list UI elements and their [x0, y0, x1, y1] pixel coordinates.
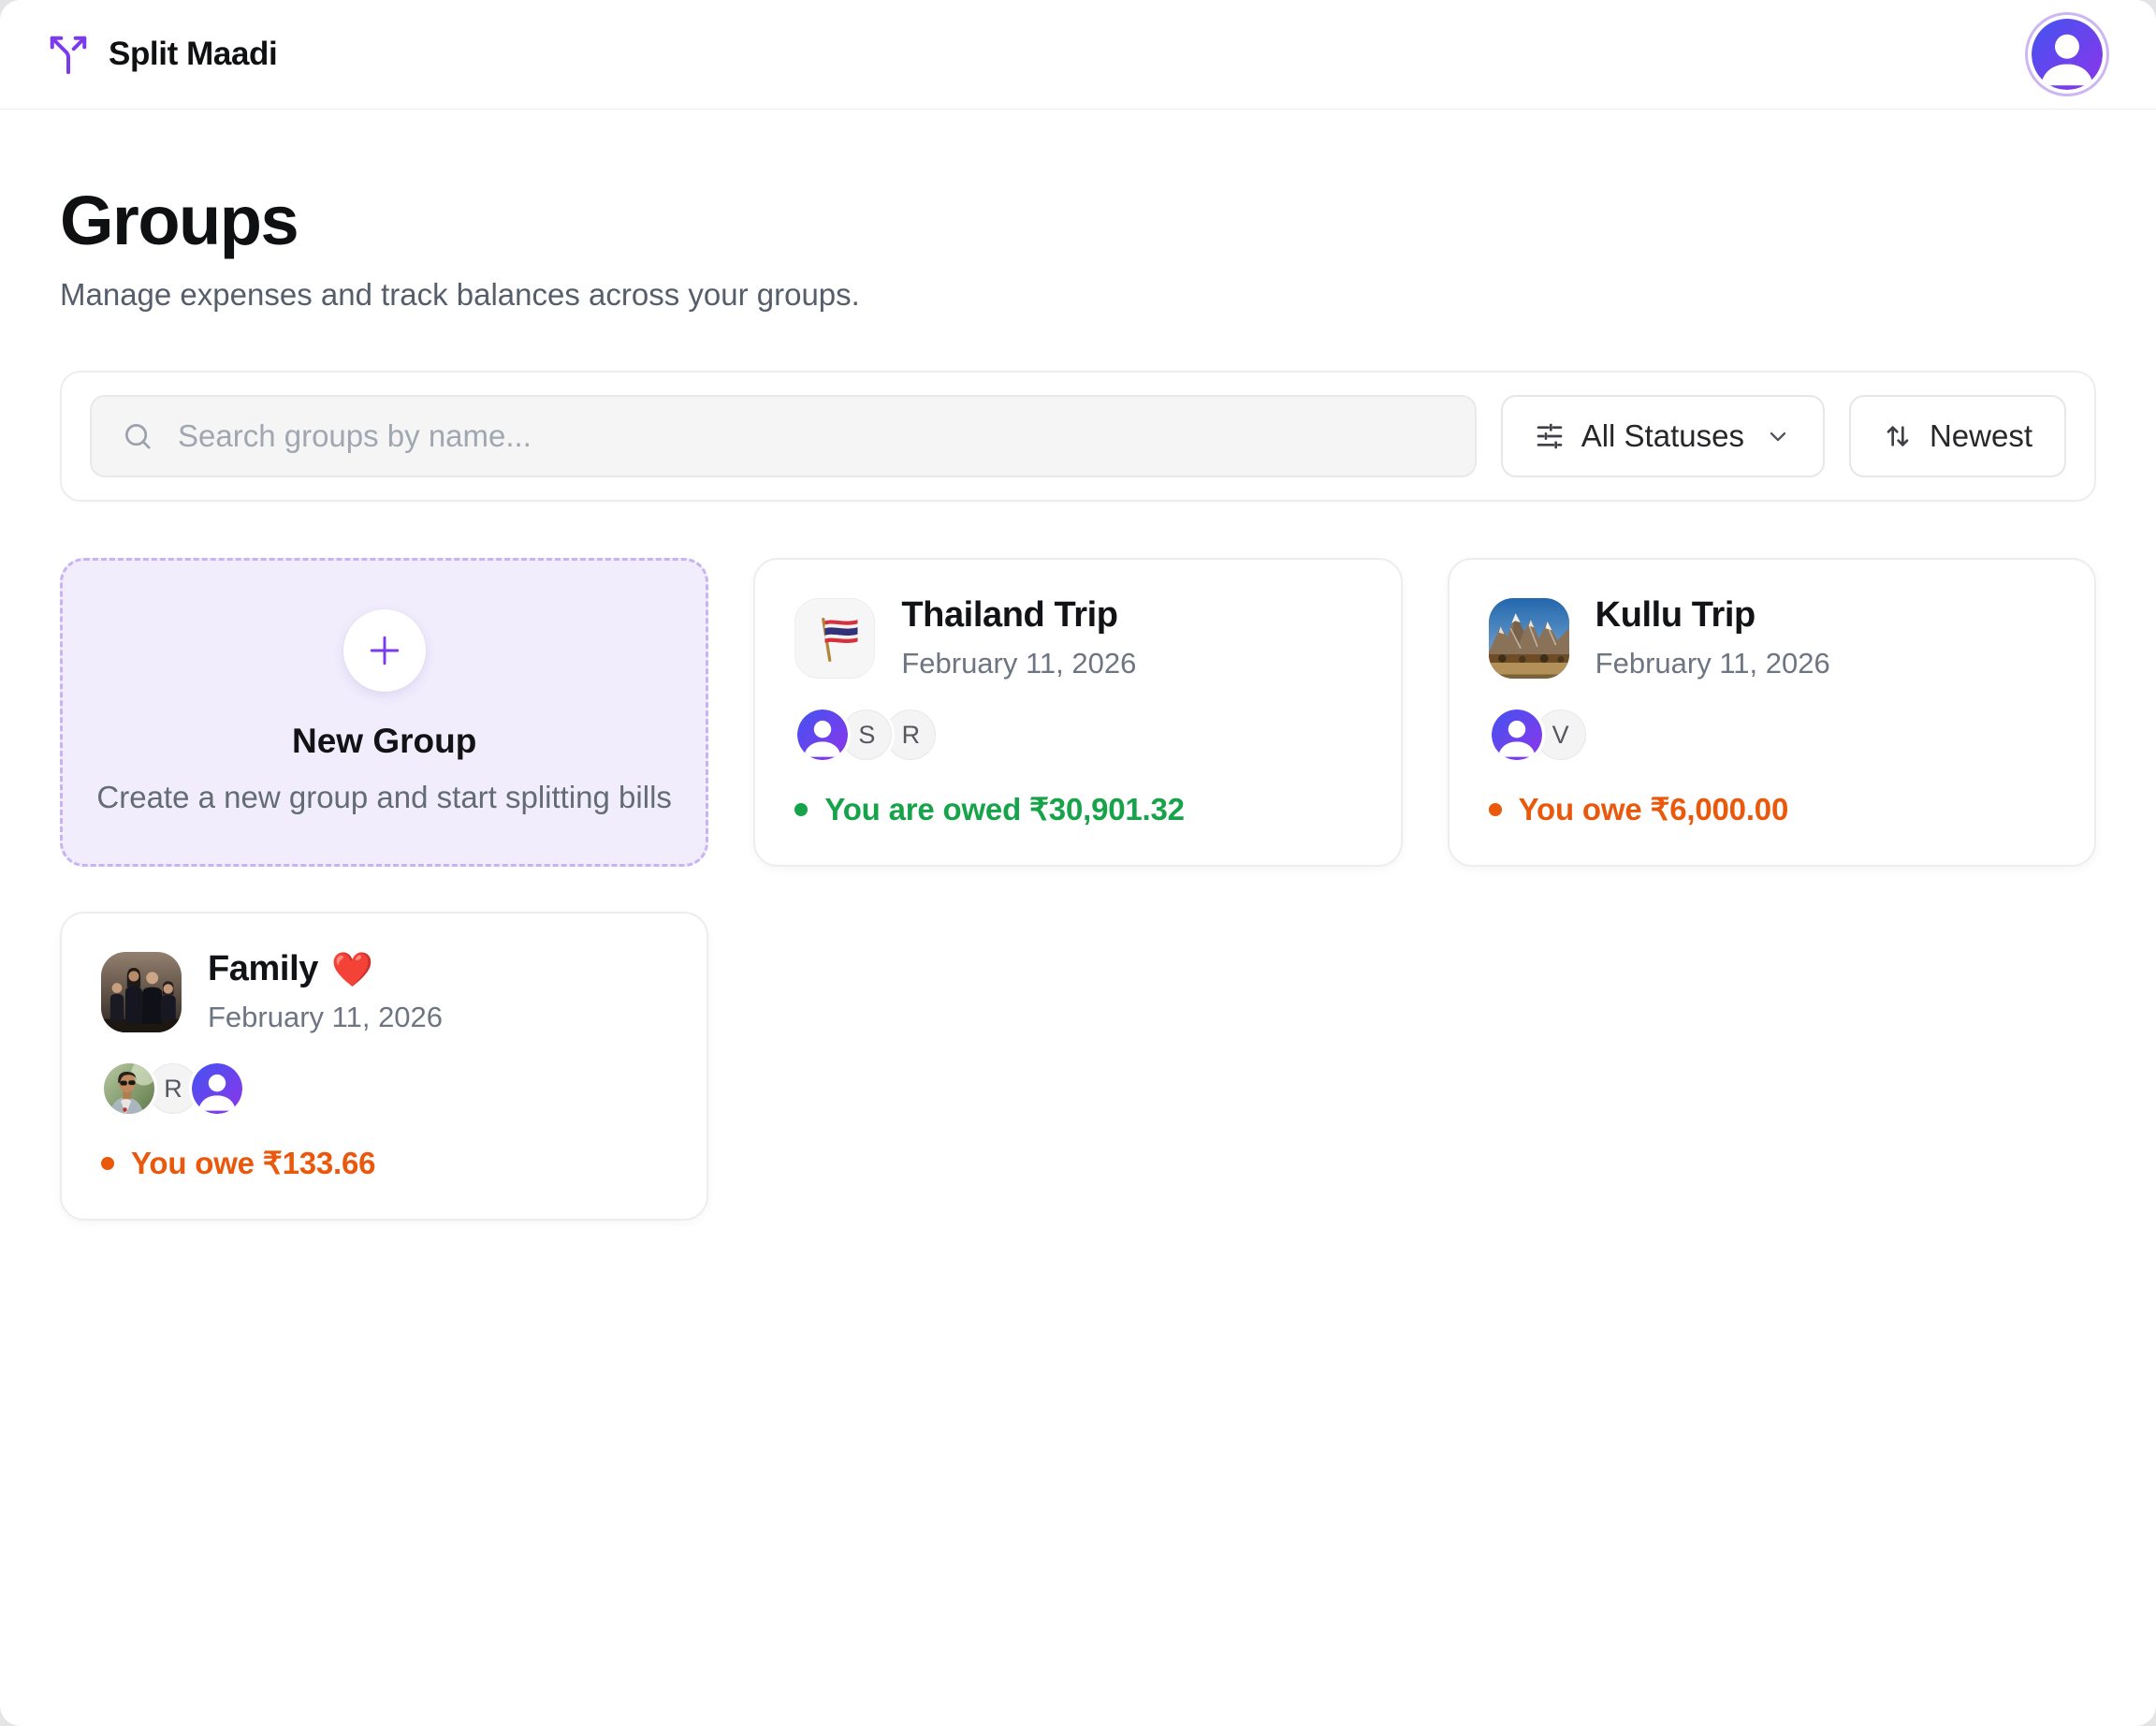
person-icon	[2032, 19, 2103, 90]
status-dot	[1488, 802, 1502, 816]
profile-avatar-button[interactable]	[2025, 12, 2109, 96]
thailand-flag-icon	[794, 597, 876, 679]
member-avatar-stack: S R	[794, 707, 1361, 763]
sliders-horizontal-icon	[1537, 423, 1563, 449]
group-name: Kullu Trip	[1595, 595, 1756, 635]
group-name: Family ❤️	[208, 949, 373, 988]
group-date: February 11, 2026	[901, 647, 1137, 680]
new-group-subtitle: Create a new group and start splitting b…	[96, 780, 672, 814]
new-group-title: New Group	[291, 722, 477, 760]
arrow-up-down-icon	[1886, 426, 1909, 446]
member-avatar-user	[794, 707, 852, 763]
search-filter-bar: All Statuses Newest	[60, 371, 2096, 502]
sort-label: Newest	[1929, 418, 2032, 453]
group-name: Thailand Trip	[901, 595, 1118, 635]
group-card-head: Thailand Trip February 11, 2026	[794, 595, 1361, 680]
search-input[interactable]	[90, 395, 1477, 477]
group-date: February 11, 2026	[1595, 647, 1830, 680]
status-dot	[794, 802, 808, 816]
group-card-kullu-trip[interactable]: Kullu Trip February 11, 2026 V You owe ₹…	[1447, 558, 2096, 867]
member-avatar-photo	[101, 1060, 157, 1117]
page-subtitle: Manage expenses and track balances acros…	[60, 277, 860, 312]
member-avatar-user	[189, 1060, 245, 1117]
status-filter-button[interactable]: All Statuses	[1500, 395, 1825, 477]
split-logo-icon	[50, 36, 87, 75]
status-dot	[101, 1156, 114, 1170]
member-avatar-stack: R	[101, 1060, 667, 1117]
group-card-family[interactable]: Family ❤️ February 11, 2026	[60, 912, 709, 1221]
heart-icon: ❤️	[330, 949, 373, 988]
chevron-down-icon	[1770, 432, 1786, 442]
balance-text: You owe ₹6,000.00	[1518, 792, 1789, 826]
plus-icon	[370, 636, 399, 666]
plus-circle	[342, 609, 426, 692]
group-card-thailand-trip[interactable]: Thailand Trip February 11, 2026 S R You …	[753, 558, 1403, 867]
mountain-photo	[1488, 597, 1569, 679]
group-date: February 11, 2026	[208, 1001, 444, 1033]
status-filter-label: All Statuses	[1581, 418, 1744, 453]
family-photo	[101, 951, 182, 1032]
balance-status: You owe ₹133.66	[101, 1145, 667, 1181]
app-title: Split Maadi	[109, 36, 278, 72]
app-header: Split Maadi	[0, 0, 2156, 110]
brand: Split Maadi	[47, 33, 278, 76]
balance-text: You owe ₹133.66	[131, 1146, 376, 1180]
search-box	[90, 395, 1477, 477]
balance-status: You owe ₹6,000.00	[1488, 791, 2055, 827]
member-avatar-initial: S	[838, 707, 896, 763]
search-icon	[125, 424, 151, 449]
group-card-head: Family ❤️ February 11, 2026	[101, 949, 667, 1034]
group-card-head: Kullu Trip February 11, 2026	[1488, 595, 2055, 680]
member-avatar-stack: V	[1488, 707, 2055, 763]
groups-grid: New Group Create a new group and start s…	[60, 558, 2096, 1221]
new-group-card[interactable]: New Group Create a new group and start s…	[60, 558, 709, 867]
page-title: Groups	[60, 182, 299, 259]
groups-page: Groups Manage expenses and track balance…	[0, 181, 2156, 1221]
sort-button[interactable]: Newest	[1848, 395, 2066, 477]
balance-status: You are owed ₹30,901.32	[794, 791, 1361, 827]
member-avatar-user	[1488, 707, 1545, 763]
balance-text: You are owed ₹30,901.32	[824, 792, 1185, 826]
